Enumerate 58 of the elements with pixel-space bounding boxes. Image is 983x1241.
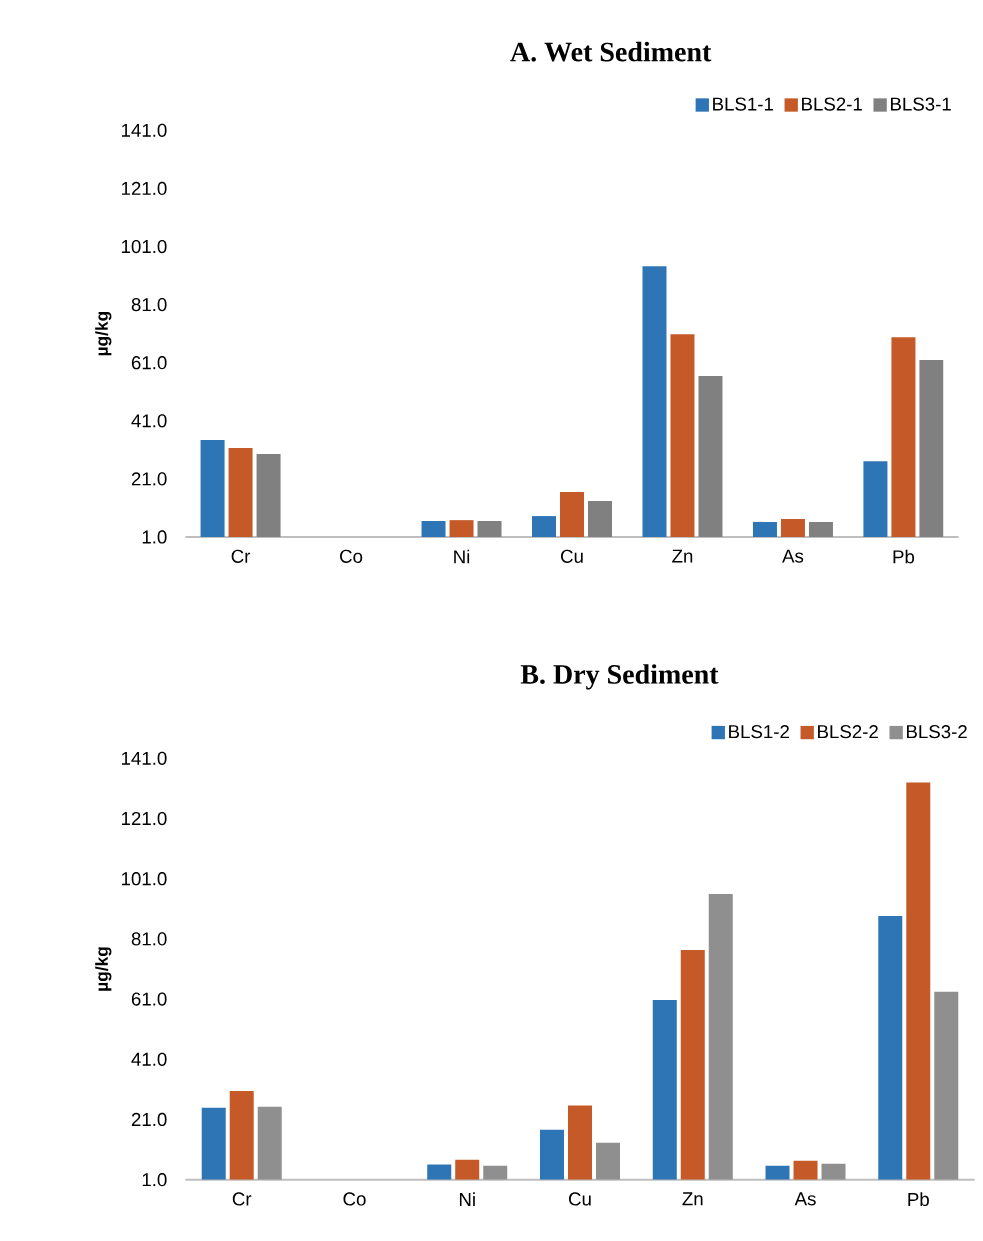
chart-title: A. Wet Sediment xyxy=(510,41,712,62)
y-tick-label: 1.0 xyxy=(142,530,167,544)
legend-label: BLS3-1 xyxy=(891,97,951,111)
y-tick-label: 41.0 xyxy=(131,1052,167,1066)
x-tick-label: Cu xyxy=(561,549,583,563)
bar xyxy=(765,1165,790,1180)
bar xyxy=(568,1105,592,1180)
bar xyxy=(878,916,903,1180)
y-tick-label: 141.0 xyxy=(122,123,167,137)
y-tick-label: 61.0 xyxy=(131,356,167,370)
bar xyxy=(708,894,733,1180)
bar xyxy=(427,1164,452,1180)
x-tick-label: As xyxy=(782,549,804,563)
y-tick-label: 81.0 xyxy=(131,297,167,312)
x-tick-label: Pb xyxy=(893,549,915,564)
y-tick-label: 41.0 xyxy=(131,414,167,428)
bar xyxy=(680,950,705,1180)
y-tick-label: 121.0 xyxy=(122,811,167,826)
bar xyxy=(229,1090,254,1180)
x-tick-label: Zn xyxy=(672,549,693,563)
y-tick-label: 121.0 xyxy=(122,181,167,196)
bar xyxy=(934,991,959,1180)
y-tick-label: 101.0 xyxy=(122,239,167,254)
x-tick-label: Pb xyxy=(908,1192,929,1207)
x-tick-label: Cr xyxy=(231,549,251,563)
bar xyxy=(652,999,677,1180)
y-axis-title: µg/kg xyxy=(95,312,112,356)
legend-label: BLS1-1 xyxy=(713,97,773,111)
x-tick-label: Cu xyxy=(569,1192,591,1206)
y-tick-label: 141.0 xyxy=(122,751,167,765)
bar xyxy=(821,1163,846,1180)
x-tick-label: Co xyxy=(343,1192,366,1206)
x-tick-label: As xyxy=(794,1192,816,1206)
bar xyxy=(596,1142,620,1180)
x-tick-label: Ni xyxy=(459,1192,475,1206)
legend-label: BLS1-2 xyxy=(729,725,789,739)
bar xyxy=(793,1160,818,1180)
bar xyxy=(455,1159,480,1180)
y-tick-label: 21.0 xyxy=(131,472,167,486)
y-tick-label: 101.0 xyxy=(122,872,167,886)
x-tick-label: Ni xyxy=(454,549,470,564)
y-axis-title: µg/kg xyxy=(95,947,112,991)
x-tick-label: Cr xyxy=(232,1192,252,1206)
y-tick-label: 21.0 xyxy=(131,1112,167,1127)
x-tick-label: Co xyxy=(340,549,363,563)
x-tick-label: Zn xyxy=(682,1192,703,1206)
y-tick-label: 81.0 xyxy=(131,932,167,946)
bar xyxy=(201,1107,226,1180)
legend-label: BLS3-2 xyxy=(906,725,967,739)
bar xyxy=(257,1106,282,1180)
bar xyxy=(906,782,931,1180)
legend-label: BLS2-2 xyxy=(818,725,878,739)
bar xyxy=(483,1165,508,1180)
chart-title: B. Dry Sediment xyxy=(520,664,719,690)
y-tick-label: 61.0 xyxy=(131,992,167,1006)
legend-label: BLS2-1 xyxy=(802,97,862,111)
y-tick-label: 1.0 xyxy=(142,1173,167,1187)
bar xyxy=(540,1129,564,1180)
